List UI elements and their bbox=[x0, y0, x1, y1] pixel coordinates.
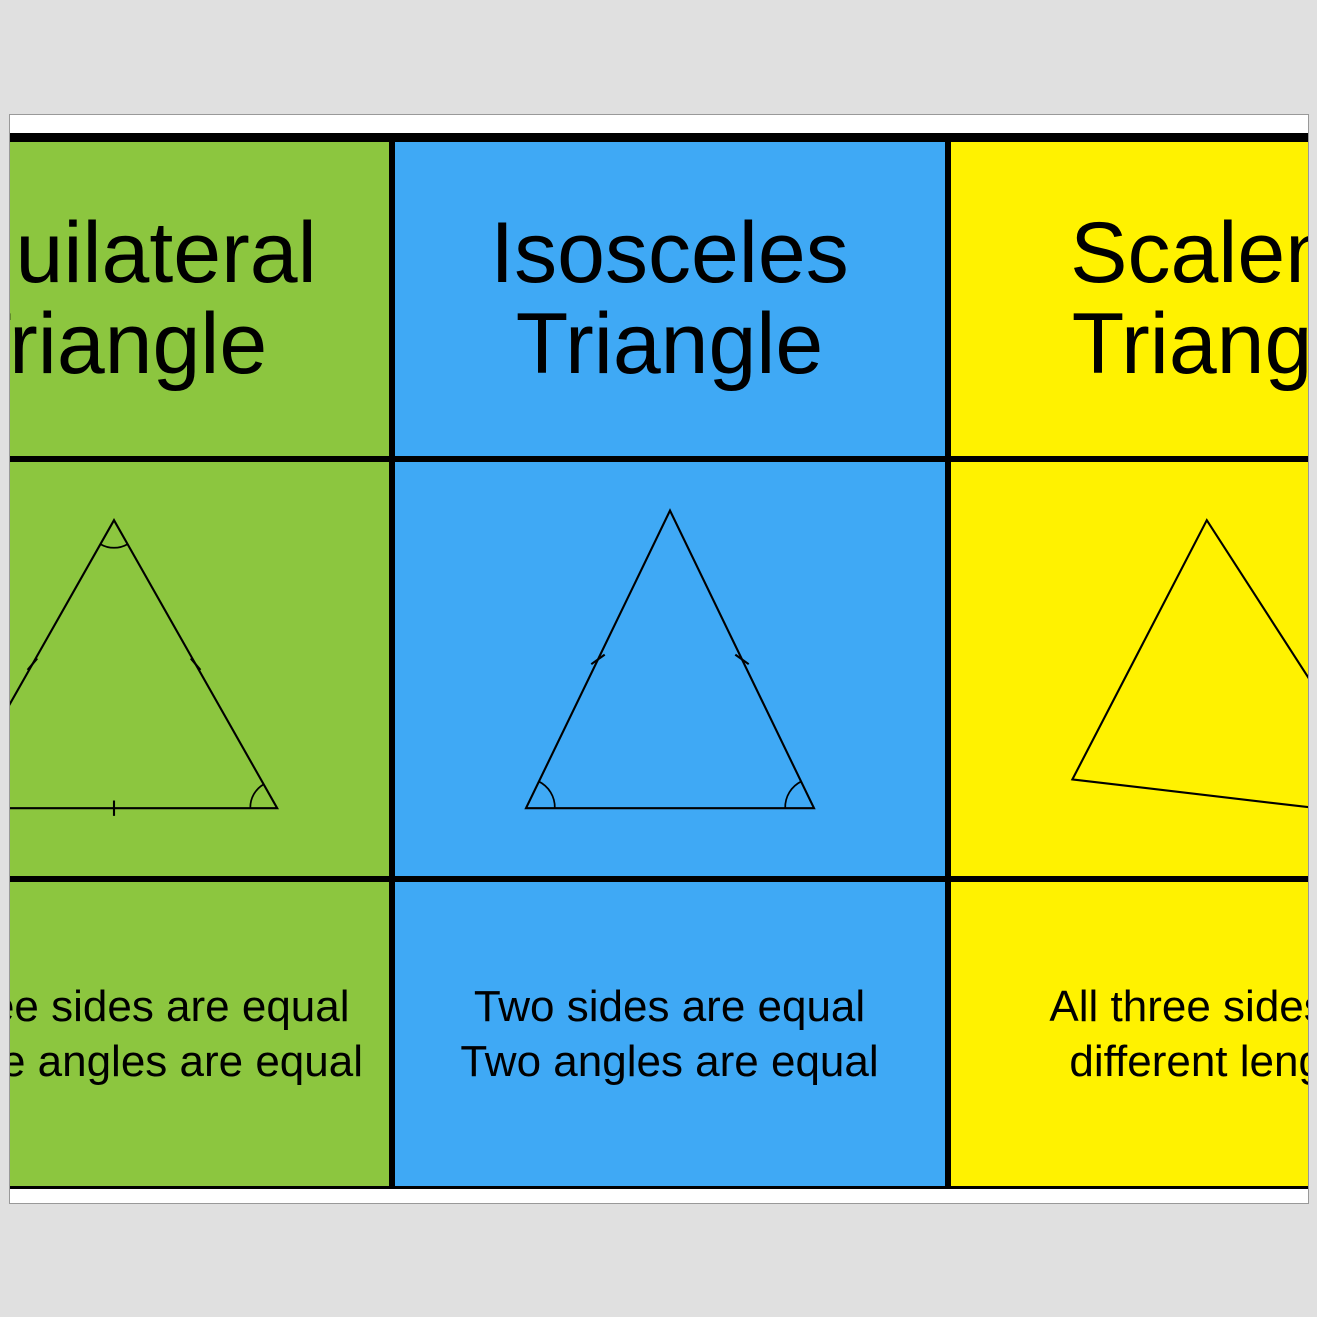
isosceles-desc-line2: Two angles are equal bbox=[460, 1034, 878, 1089]
scalene-title-line2: Triangle bbox=[1072, 299, 1309, 389]
scalene-title-line1: Scalene bbox=[1070, 208, 1308, 298]
equilateral-desc-line1: All three sides are equal bbox=[9, 979, 350, 1034]
scalene-title-cell: Scalene Triangle bbox=[948, 139, 1309, 459]
scalene-desc-cell: All three sides are different lengths bbox=[948, 879, 1309, 1189]
isosceles-title-cell: Isosceles Triangle bbox=[392, 139, 948, 459]
isosceles-title-line2: Triangle bbox=[516, 299, 824, 389]
scalene-triangle-icon bbox=[971, 472, 1309, 866]
isosceles-title-line1: Isosceles bbox=[490, 208, 849, 298]
scalene-desc-line2: different lengths bbox=[1069, 1034, 1308, 1089]
isosceles-diagram-cell bbox=[392, 459, 948, 879]
isosceles-triangle-icon bbox=[415, 472, 925, 866]
equilateral-title-line2: Triangle bbox=[9, 299, 268, 389]
equilateral-title-cell: Equilateral Triangle bbox=[9, 139, 392, 459]
equilateral-triangle-icon bbox=[9, 472, 369, 866]
canvas-frame: Equilateral Triangle Isosceles Triangle … bbox=[9, 114, 1309, 1204]
isosceles-desc-line1: Two sides are equal bbox=[474, 979, 865, 1034]
scalene-desc-line1: All three sides are bbox=[1049, 979, 1308, 1034]
isosceles-desc-cell: Two sides are equal Two angles are equal bbox=[392, 879, 948, 1189]
triangle-types-poster: Equilateral Triangle Isosceles Triangle … bbox=[9, 133, 1309, 1183]
equilateral-diagram-cell bbox=[9, 459, 392, 879]
equilateral-title-line1: Equilateral bbox=[9, 208, 317, 298]
equilateral-desc-line2: All three angles are equal bbox=[9, 1034, 364, 1089]
scalene-diagram-cell bbox=[948, 459, 1309, 879]
equilateral-desc-cell: All three sides are equal All three angl… bbox=[9, 879, 392, 1189]
